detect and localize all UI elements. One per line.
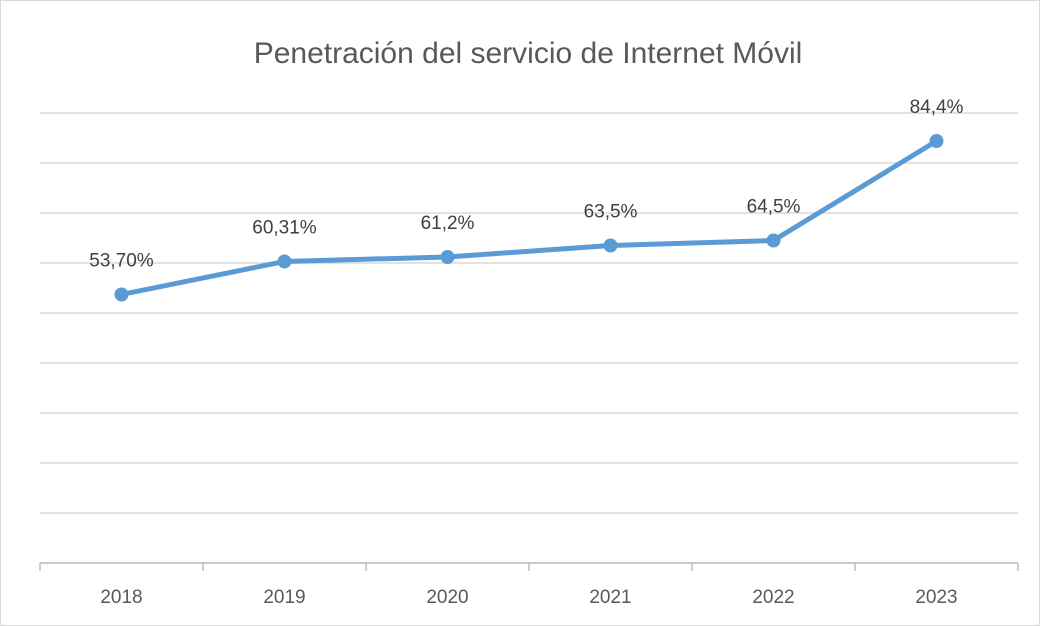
data-label: 64,5% (747, 197, 801, 218)
marker (929, 134, 944, 148)
x-tick-label: 2020 (426, 587, 468, 608)
data-label: 60,31% (252, 217, 317, 238)
marker (114, 287, 129, 302)
data-label: 53,70% (89, 251, 154, 272)
x-tick-label: 2023 (915, 587, 957, 608)
data-label: 61,2% (421, 213, 475, 234)
x-tick-label: 2021 (589, 587, 631, 608)
data-label: 84,4% (910, 97, 964, 118)
chart-title: Penetración del servicio de Internet Móv… (254, 37, 803, 70)
line (121, 138, 938, 297)
marker (766, 233, 781, 248)
marker (440, 250, 455, 264)
x-tick-label: 2018 (100, 587, 142, 608)
x-tick-label: 2022 (752, 587, 794, 608)
marker (277, 254, 292, 269)
marker (603, 238, 618, 253)
x-tick-label: 2019 (263, 587, 305, 608)
data-label: 63,5% (584, 202, 638, 223)
